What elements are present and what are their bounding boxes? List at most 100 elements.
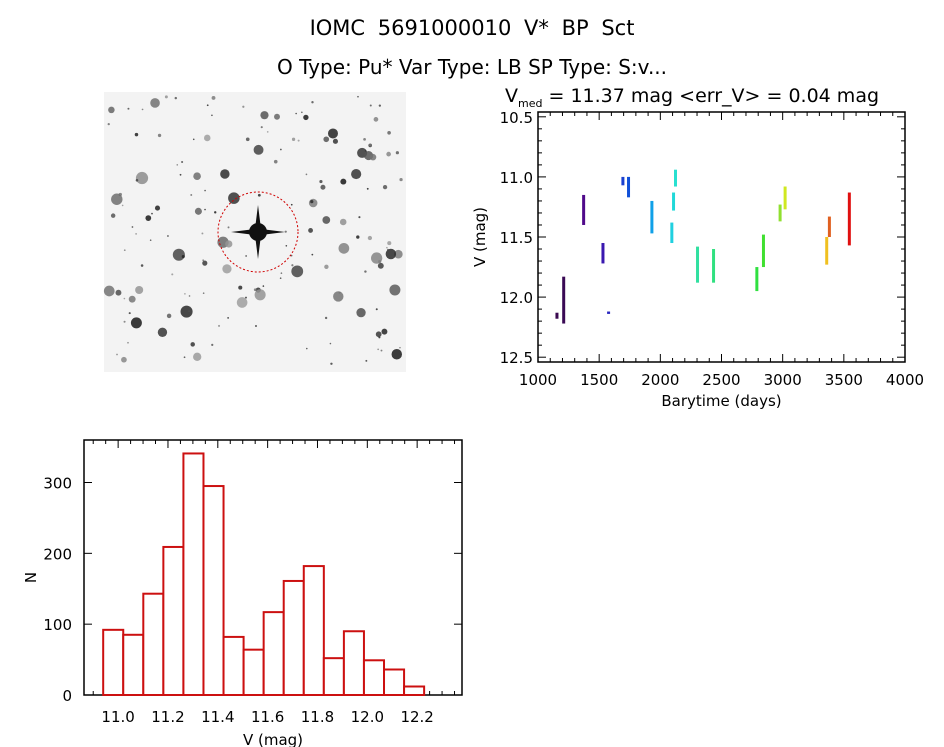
field-star bbox=[214, 211, 217, 214]
field-star bbox=[123, 320, 126, 323]
x-tick-label: 3000 bbox=[764, 371, 802, 389]
field-star bbox=[108, 106, 115, 114]
field-star bbox=[327, 128, 338, 139]
x-tick-label: 11.0 bbox=[101, 708, 134, 726]
field-star bbox=[110, 213, 116, 218]
histogram-bar bbox=[142, 592, 165, 696]
field-star bbox=[363, 137, 366, 141]
field-star bbox=[245, 296, 247, 299]
field-star bbox=[260, 126, 263, 129]
histogram-bar bbox=[222, 635, 245, 697]
chart-subtitle: O Type: Pu* Var Type: LB SP Type: S:v... bbox=[276, 55, 668, 79]
field-star bbox=[322, 216, 331, 224]
y-tick-label: 12.5 bbox=[500, 349, 533, 367]
field-star bbox=[324, 316, 328, 320]
field-star bbox=[253, 144, 264, 155]
field-star bbox=[181, 160, 184, 164]
field-star bbox=[391, 349, 403, 360]
field-star bbox=[134, 132, 139, 137]
x-tick-label: 1500 bbox=[580, 371, 618, 389]
data-segment bbox=[672, 192, 676, 211]
x-axis-label: Barytime (days) bbox=[661, 392, 781, 410]
data-segment bbox=[712, 249, 716, 283]
field-star bbox=[121, 356, 127, 363]
histogram-bar bbox=[362, 659, 386, 697]
histogram-bar bbox=[202, 485, 225, 696]
data-segment bbox=[778, 204, 782, 222]
data-segment bbox=[670, 222, 674, 244]
field-star bbox=[179, 173, 182, 176]
field-star bbox=[386, 151, 391, 157]
field-star bbox=[262, 285, 265, 287]
field-star bbox=[371, 252, 383, 264]
field-star bbox=[183, 356, 186, 359]
field-star bbox=[308, 198, 318, 208]
histogram-bar bbox=[302, 565, 325, 696]
field-star bbox=[260, 111, 269, 120]
x-tick-label: 1000 bbox=[519, 371, 557, 389]
field-star bbox=[135, 285, 144, 295]
field-star bbox=[257, 193, 261, 197]
field-star bbox=[181, 254, 185, 259]
field-star bbox=[306, 347, 308, 350]
field-star bbox=[338, 242, 350, 254]
field-star bbox=[285, 244, 288, 247]
field-star bbox=[157, 133, 162, 138]
field-star bbox=[386, 246, 388, 249]
data-segment bbox=[601, 243, 605, 264]
finder-image bbox=[103, 92, 406, 372]
field-star bbox=[150, 98, 160, 108]
x-tick-label: 11.2 bbox=[151, 708, 184, 726]
field-star bbox=[194, 207, 202, 215]
y-tick-label: 100 bbox=[43, 616, 72, 634]
field-star bbox=[227, 226, 230, 229]
field-star bbox=[254, 289, 266, 301]
field-star bbox=[130, 317, 142, 329]
histogram-bar bbox=[282, 579, 305, 696]
x-tick-label: 4000 bbox=[886, 371, 924, 389]
field-star bbox=[382, 185, 388, 190]
y-tick-label: 0 bbox=[62, 687, 72, 705]
field-star bbox=[368, 143, 372, 147]
field-star bbox=[291, 265, 304, 278]
field-star bbox=[203, 134, 211, 142]
field-star bbox=[211, 114, 213, 117]
field-star bbox=[284, 230, 287, 233]
field-star bbox=[356, 307, 366, 318]
field-star bbox=[377, 348, 379, 351]
histogram-bar bbox=[383, 668, 406, 696]
field-star bbox=[202, 260, 208, 266]
data-segment bbox=[621, 176, 625, 186]
field-star bbox=[184, 293, 186, 295]
field-star bbox=[151, 212, 153, 215]
field-star bbox=[107, 123, 110, 126]
field-star bbox=[123, 297, 126, 300]
lightcurve-title-v: V bbox=[505, 85, 518, 107]
field-star bbox=[188, 310, 190, 312]
field-star bbox=[364, 150, 367, 152]
field-star bbox=[236, 297, 248, 308]
lightcurve-plot: 1000 1500 2000 2500 3000 3500 4000 10.5 11.0 11.5… bbox=[471, 109, 924, 410]
field-star bbox=[365, 359, 368, 362]
x-tick-label: 12.2 bbox=[400, 708, 433, 726]
y-tick-label: 11.0 bbox=[500, 169, 533, 187]
field-star bbox=[174, 96, 178, 100]
histogram-bar bbox=[262, 611, 285, 696]
field-star bbox=[310, 200, 314, 204]
field-star bbox=[351, 168, 362, 180]
field-star bbox=[399, 346, 401, 349]
field-star bbox=[311, 101, 314, 104]
field-star bbox=[225, 240, 233, 248]
field-star bbox=[367, 235, 373, 241]
x-tick-label: 12.0 bbox=[351, 708, 384, 726]
field-star bbox=[166, 313, 172, 319]
histogram-bar bbox=[102, 628, 125, 696]
x-tick-label: 2500 bbox=[702, 371, 740, 389]
data-segment bbox=[783, 186, 787, 210]
field-star bbox=[358, 216, 361, 219]
field-star bbox=[295, 112, 297, 115]
field-star bbox=[206, 104, 209, 107]
data-segment bbox=[825, 237, 829, 265]
field-star bbox=[127, 107, 130, 110]
field-star bbox=[211, 96, 216, 100]
